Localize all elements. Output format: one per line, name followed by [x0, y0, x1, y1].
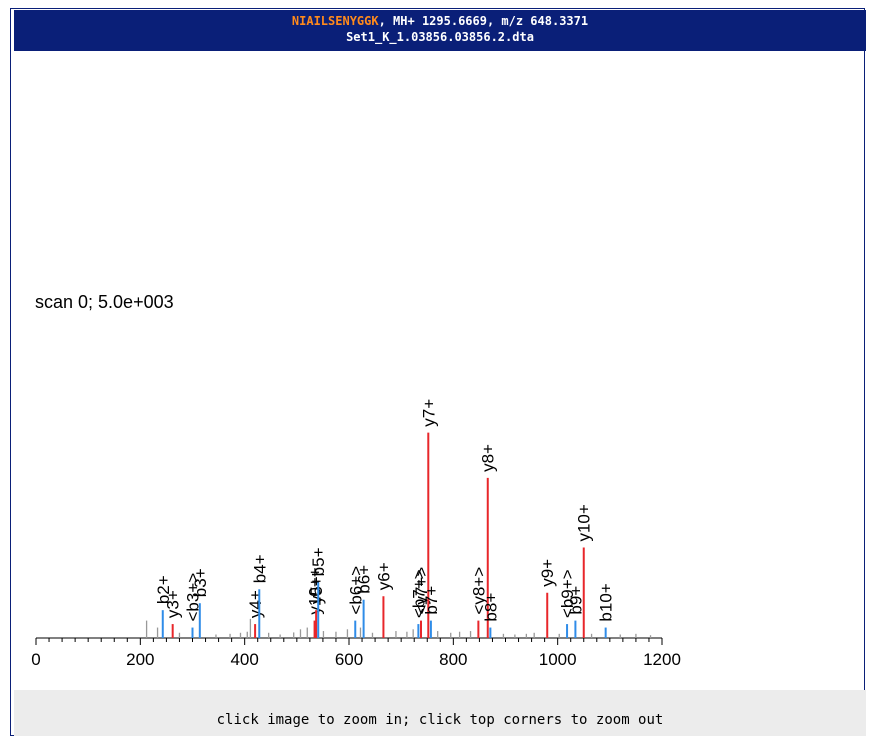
- ion-label: y3+: [164, 590, 183, 618]
- x-tick-label: 0: [31, 650, 40, 669]
- precursor-info: , MH+ 1295.6669, m/z 648.3371: [378, 14, 589, 28]
- scan-info: scan 0; 5.0e+003: [35, 292, 174, 312]
- ion-label: b4+: [250, 554, 269, 583]
- title-line: NIAILSENYGGK, MH+ 1295.6669, m/z 648.337…: [14, 14, 866, 28]
- ion-label: <b3+>: [184, 573, 203, 622]
- x-tick-label: 600: [335, 650, 363, 669]
- ion-label: b2+: [154, 575, 173, 604]
- ion-label: b10+: [597, 583, 616, 621]
- ion-label: b6+: [355, 565, 374, 594]
- ion-label: <b9+>: [558, 569, 577, 618]
- x-tick-label: 800: [439, 650, 467, 669]
- ion-label: y5+: [307, 576, 326, 604]
- ion-label: <b7+>: [409, 569, 428, 618]
- x-tick-label: 1200: [643, 650, 681, 669]
- ion-label: b3+: [191, 568, 210, 597]
- ion-label: y10++: [306, 567, 325, 614]
- title-bar: NIAILSENYGGK, MH+ 1295.6669, m/z 648.337…: [14, 10, 866, 51]
- footer-bar: click image to zoom in; click top corner…: [14, 690, 866, 736]
- ion-label: y6+: [374, 562, 393, 590]
- ion-label: y10+: [575, 504, 594, 541]
- ion-label: <b6+>: [346, 566, 365, 615]
- x-tick-label: 200: [126, 650, 154, 669]
- ion-label: y8+: [479, 444, 498, 472]
- ion-label: y4+: [246, 590, 265, 618]
- peptide-sequence: NIAILSENYGGK: [291, 14, 379, 28]
- ion-label: y7+: [419, 399, 438, 427]
- file-name: Set1_K_1.03856.03856.2.dta: [346, 30, 534, 44]
- ion-label: b7+: [422, 586, 441, 615]
- x-tick-label: 400: [230, 650, 258, 669]
- ion-label: b9+: [566, 586, 585, 615]
- ion-label: b5+: [309, 547, 328, 576]
- zoom-instruction: click image to zoom in; click top corner…: [216, 712, 664, 728]
- viewer-frame: [10, 8, 865, 736]
- ion-label: <y8+>: [469, 567, 488, 615]
- ion-label: b8+: [481, 593, 500, 622]
- ion-label: y9+: [538, 559, 557, 587]
- ion-label: <y7+>: [412, 567, 431, 615]
- x-tick-label: 1000: [539, 650, 577, 669]
